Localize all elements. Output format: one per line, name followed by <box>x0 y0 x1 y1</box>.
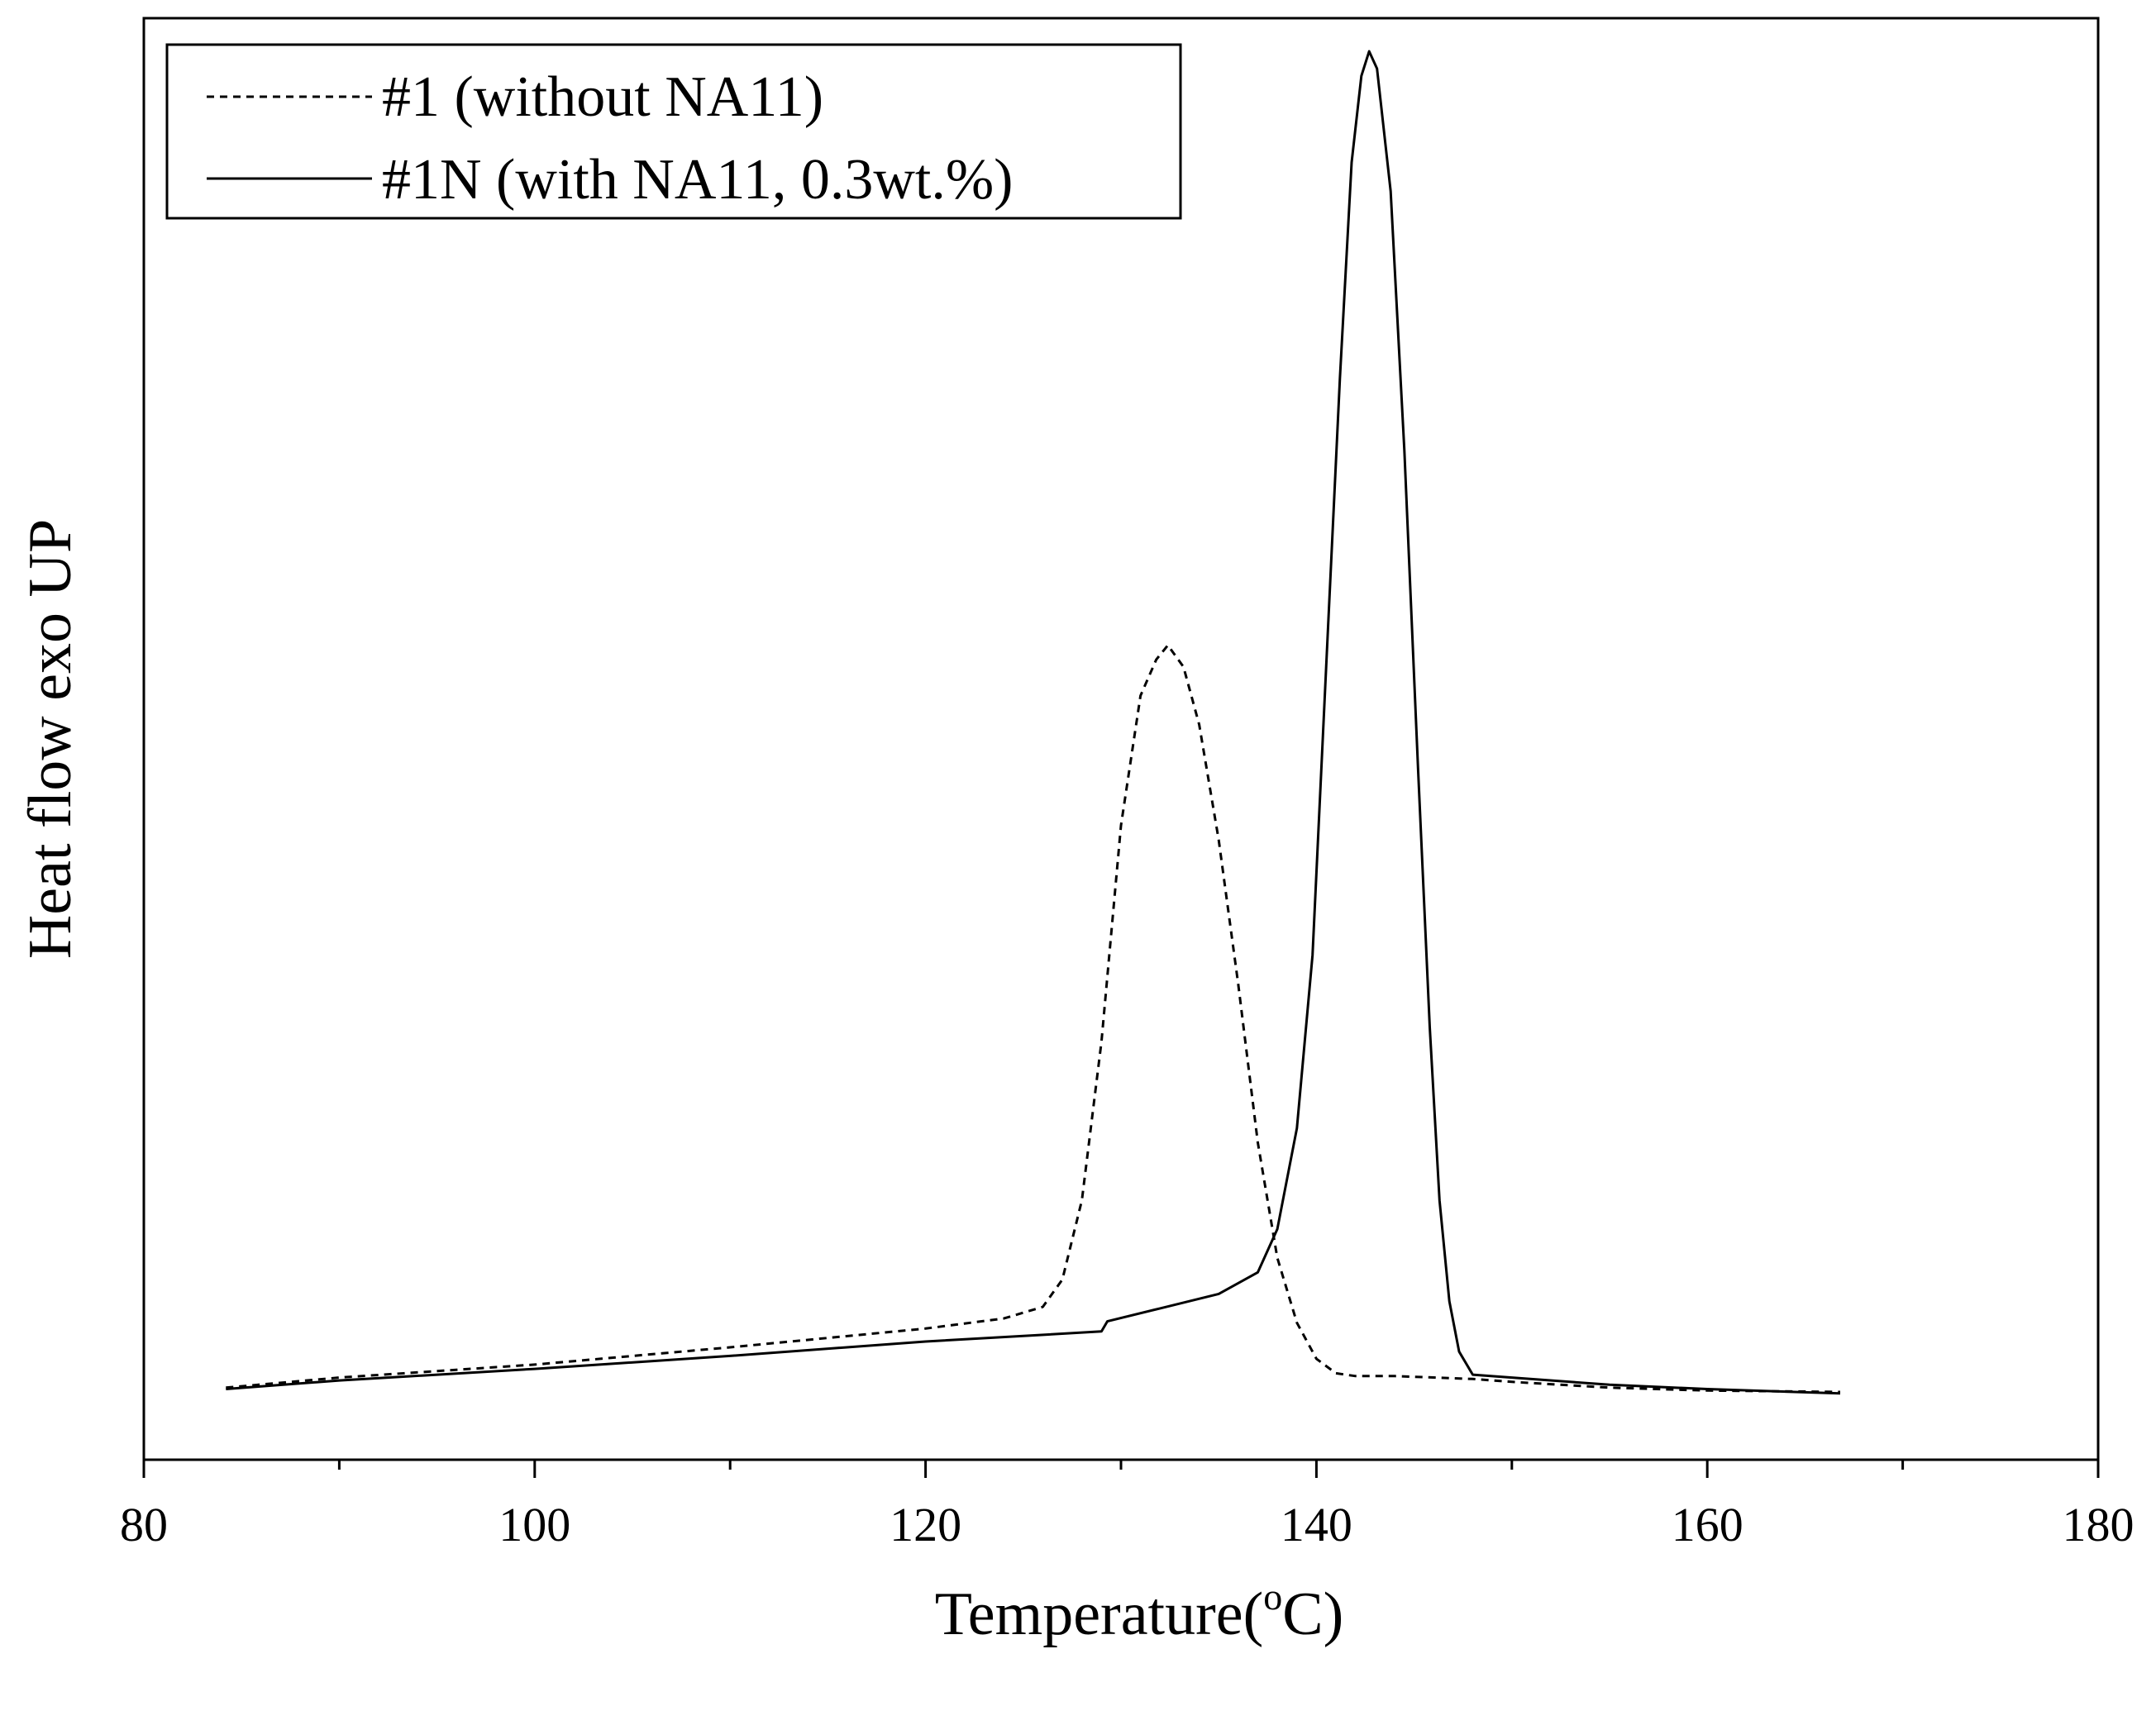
legend: #1 (without NA11) #1N (with NA11, 0.3wt.… <box>165 43 1182 220</box>
series-line-1 <box>226 644 1841 1394</box>
legend-label-series-1: #1 (without NA11) <box>382 65 823 129</box>
legend-label-series-2: #1N (with NA11, 0.3wt.%) <box>382 148 1013 212</box>
x-tick-label: 180 <box>2063 1498 2135 1551</box>
x-axis-tick-labels: 80 100 120 140 160 180 <box>120 1498 2135 1551</box>
series-line-2 <box>226 50 1841 1395</box>
x-tick-label: 80 <box>120 1498 168 1551</box>
x-axis-ticks <box>142 1460 2100 1478</box>
x-axis-title: Temperature(oC) <box>935 1575 1343 1648</box>
series-curves <box>226 50 1841 1395</box>
x-tick-label: 160 <box>1672 1498 1743 1551</box>
legend-box <box>165 43 1182 220</box>
x-tick-label: 100 <box>498 1498 570 1551</box>
plot-frame <box>142 17 2100 1461</box>
x-tick-label: 140 <box>1281 1498 1352 1551</box>
x-tick-label: 120 <box>890 1498 961 1551</box>
y-axis-title: Heat flow exo UP <box>17 519 84 959</box>
